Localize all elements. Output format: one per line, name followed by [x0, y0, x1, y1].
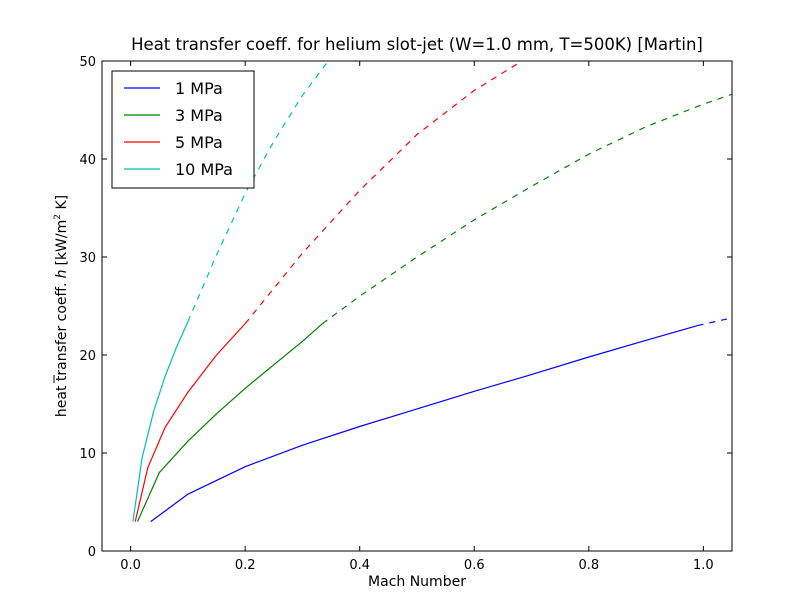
y-tick-label: 0 [88, 545, 96, 560]
y-axis-label-prefix: heat transfer coeff. [54, 282, 70, 417]
legend-label-2: 5 MPa [175, 133, 223, 152]
x-tick-label: 1.0 [693, 558, 714, 573]
legend-label-3: 10 MPa [175, 160, 233, 179]
series-line-3-dashed [187, 61, 329, 322]
plot-frame [101, 60, 733, 552]
y-axis-label-units-close: K] [54, 195, 70, 214]
legend-label-1: 3 MPa [175, 106, 223, 125]
x-axis: 0.0 0.2 0.4 0.6 0.8 1.0 [120, 61, 714, 573]
series-layer [132, 61, 732, 523]
y-tick-label: 40 [79, 153, 96, 168]
y-axis-label-units: [kW/m [54, 220, 70, 266]
y-axis-label-units-sup: 2 [53, 214, 63, 220]
x-tick-label: 0.0 [120, 558, 141, 573]
series-line-3-solid [132, 321, 189, 522]
legend: 1 MPa 3 MPa 5 MPa 10 MPa [111, 70, 255, 189]
x-tick-label: 0.6 [464, 558, 485, 573]
y-axis-label-symbol: h [54, 270, 70, 279]
series-line-1-dashed [322, 93, 732, 325]
x-tick-label: 0.8 [578, 558, 599, 573]
x-tick-label: 0.4 [349, 558, 370, 573]
y-tick-label: 10 [79, 447, 96, 462]
series-line-2-solid [134, 323, 246, 522]
y-axis-label: heat transfer coeff. h [kW/m2 K] [53, 195, 70, 417]
series-line-0-solid [150, 325, 698, 523]
x-axis-label: Mach Number [368, 574, 466, 590]
series-line-0-dashed [697, 317, 732, 327]
y-tick-label: 20 [79, 349, 96, 364]
series-line-2-dashed [244, 61, 524, 324]
y-tick-label: 30 [79, 251, 96, 266]
y-axis: 0 10 20 30 40 50 [79, 55, 732, 560]
series-line-1-solid [136, 323, 323, 522]
y-tick-label: 50 [79, 55, 96, 70]
x-tick-label: 0.2 [235, 558, 256, 573]
legend-label-0: 1 MPa [175, 79, 223, 98]
chart-title: Heat transfer coeff. for helium slot-jet… [131, 35, 703, 54]
